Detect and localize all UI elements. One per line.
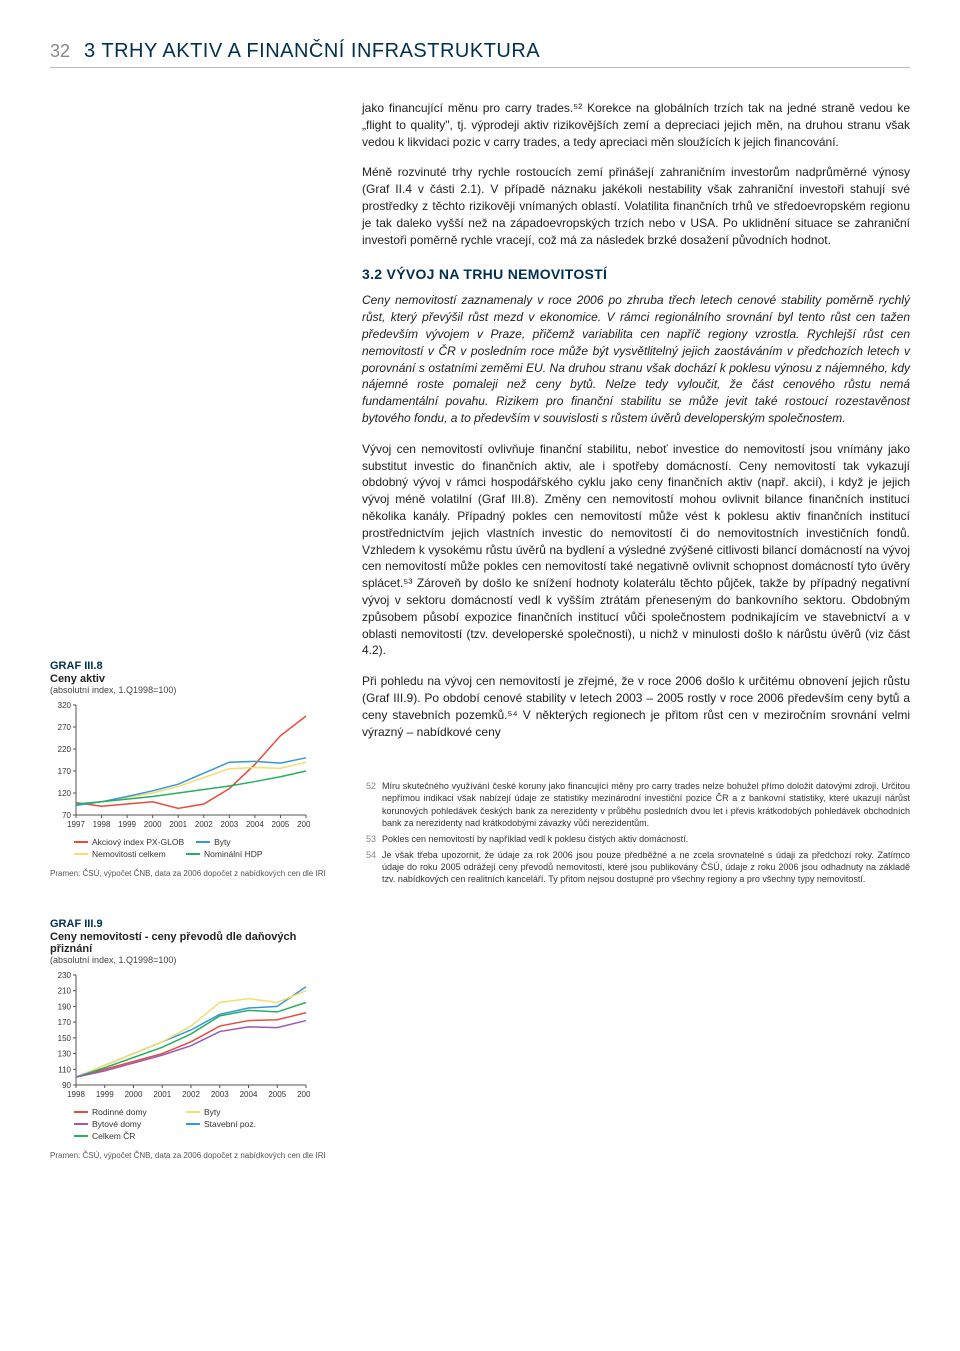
svg-text:2001: 2001 — [153, 1090, 171, 1099]
chart-8-subtitle: (absolutní index, 1.Q1998=100) — [50, 685, 330, 695]
svg-text:1997: 1997 — [67, 820, 85, 829]
footnote: 53 Pokles cen nemovitostí by například ve… — [362, 833, 910, 845]
main-columns: GRAF III.8 Ceny aktiv (absolutní index, … — [50, 100, 910, 1170]
svg-text:2003: 2003 — [220, 820, 238, 829]
svg-text:2000: 2000 — [125, 1090, 143, 1099]
legend-swatch — [186, 1111, 200, 1113]
legend-label: Stavební poz. — [204, 1119, 256, 1129]
svg-text:1998: 1998 — [67, 1090, 85, 1099]
paragraph-1: jako financující měnu pro carry trades.⁵… — [362, 100, 910, 150]
svg-text:170: 170 — [58, 1018, 72, 1027]
svg-text:1999: 1999 — [96, 1090, 114, 1099]
svg-text:2006: 2006 — [297, 820, 310, 829]
legend-swatch — [74, 853, 88, 855]
footnote-text: Pokles cen nemovitostí by například vedl… — [382, 833, 688, 845]
legend-item: Akciový index PX-GLOB — [74, 837, 184, 847]
legend-label: Nemovitosti celkem — [92, 849, 166, 859]
left-spacer — [50, 100, 330, 620]
legend-item: Celkem ČR — [74, 1131, 174, 1141]
svg-text:190: 190 — [58, 1002, 72, 1011]
legend-label: Akciový index PX-GLOB — [92, 837, 184, 847]
svg-text:2002: 2002 — [182, 1090, 200, 1099]
footnotes: 52Míru skutečného využívání české koruny… — [362, 780, 910, 885]
svg-text:1999: 1999 — [118, 820, 136, 829]
svg-text:70: 70 — [62, 811, 71, 820]
legend-item: Byty — [186, 1107, 286, 1117]
footnote: 52Míru skutečného využívání české koruny… — [362, 780, 910, 829]
chart-9-subtitle: (absolutní index, 1.Q1998=100) — [50, 955, 330, 965]
legend-swatch — [74, 841, 88, 843]
svg-text:2005: 2005 — [268, 1090, 286, 1099]
svg-text:2002: 2002 — [195, 820, 213, 829]
section-intro: Ceny nemovitostí zaznamenaly v roce 2006… — [362, 292, 910, 426]
chart-9-area: 90 110 130 150 170 190 210 230 1998 1999 2000 2001 2… — [50, 971, 310, 1101]
legend-label: Bytové domy — [92, 1119, 141, 1129]
legend-item: Nominální HDP — [186, 849, 286, 859]
svg-text:320: 320 — [58, 701, 72, 710]
legend-item: Bytové domy — [74, 1119, 174, 1129]
svg-text:2000: 2000 — [144, 820, 162, 829]
svg-text:2001: 2001 — [169, 820, 187, 829]
chart-8-legend: Akciový index PX-GLOB Byty Nemovitosti cel… — [50, 837, 330, 859]
svg-text:2004: 2004 — [246, 820, 264, 829]
legend-item: Byty — [196, 837, 296, 847]
chart-9-source: Pramen: ČSÚ, výpočet ČNB, data za 2006 d… — [50, 1151, 330, 1160]
svg-text:170: 170 — [58, 767, 72, 776]
svg-text:2003: 2003 — [211, 1090, 229, 1099]
legend-swatch — [196, 841, 210, 843]
svg-text:120: 120 — [58, 789, 72, 798]
legend-label: Celkem ČR — [92, 1131, 135, 1141]
footnote: 54Je však třeba upozornit, že údaje za r… — [362, 849, 910, 885]
legend-label: Byty — [214, 837, 231, 847]
footnote-text: Míru skutečného využívání české koruny j… — [382, 780, 910, 829]
legend-item: Rodinné domy — [74, 1107, 174, 1117]
chart-8-svg: 70 120 170 220 270 320 1997 1998 1999 2000 2001 200… — [50, 701, 310, 831]
chart-9-title: Ceny nemovitostí - ceny převodů dle daňo… — [50, 931, 330, 955]
footnote-number: 53 — [362, 833, 376, 845]
chart-9-legend: Rodinné domy Byty Bytové domy Stavební poz.… — [50, 1107, 330, 1141]
svg-text:90: 90 — [62, 1081, 71, 1090]
chart-8-title: Ceny aktiv — [50, 673, 330, 685]
chart-8-source: Pramen: ČSÚ, výpočet ČNB, data za 2006 d… — [50, 869, 330, 878]
chart-8-block: GRAF III.8 Ceny aktiv (absolutní index, … — [50, 660, 330, 878]
svg-text:230: 230 — [58, 971, 72, 980]
chart-8-area: 70 120 170 220 270 320 1997 1998 1999 2000 2001 200… — [50, 701, 310, 831]
page-header: 32 3 TRHY AKTIV A FINANČNÍ INFRASTRUKTUR… — [50, 40, 910, 68]
svg-text:1998: 1998 — [93, 820, 111, 829]
legend-label: Nominální HDP — [204, 849, 263, 859]
footnote-number: 54 — [362, 849, 376, 885]
svg-text:2004: 2004 — [240, 1090, 258, 1099]
footnote-text: Je však třeba upozornit, že údaje za rok… — [382, 849, 910, 885]
legend-item: Stavební poz. — [186, 1119, 286, 1129]
page-title: 3 TRHY AKTIV A FINANČNÍ INFRASTRUKTURA — [84, 40, 540, 63]
svg-text:130: 130 — [58, 1050, 72, 1059]
svg-text:150: 150 — [58, 1034, 72, 1043]
right-column: jako financující měnu pro carry trades.⁵… — [362, 100, 910, 1170]
legend-item: Nemovitosti celkem — [74, 849, 174, 859]
legend-swatch — [74, 1111, 88, 1113]
svg-text:2005: 2005 — [272, 820, 290, 829]
legend-swatch — [186, 1123, 200, 1125]
svg-text:270: 270 — [58, 723, 72, 732]
chart-8-label: GRAF III.8 — [50, 660, 330, 672]
legend-swatch — [186, 853, 200, 855]
paragraph-4: Při pohledu na vývoj cen nemovitostí je … — [362, 673, 910, 740]
page-number: 32 — [50, 41, 70, 62]
footnote-number: 52 — [362, 780, 376, 829]
svg-text:110: 110 — [58, 1065, 71, 1074]
legend-swatch — [74, 1135, 88, 1137]
chart-9-label: GRAF III.9 — [50, 918, 330, 930]
svg-text:2006: 2006 — [297, 1090, 310, 1099]
paragraph-3: Vývoj cen nemovitostí ovlivňuje finanční… — [362, 441, 910, 659]
section-heading-3-2: 3.2 VÝVOJ NA TRHU NEMOVITOSTÍ — [362, 266, 910, 282]
legend-label: Byty — [204, 1107, 221, 1117]
chart-9-block: GRAF III.9 Ceny nemovitostí - ceny převo… — [50, 918, 330, 1160]
legend-label: Rodinné domy — [92, 1107, 147, 1117]
paragraph-2: Méně rozvinuté trhy rychle rostoucích ze… — [362, 164, 910, 248]
legend-swatch — [74, 1123, 88, 1125]
chart-9-svg: 90 110 130 150 170 190 210 230 1998 1999 2000 2001 2… — [50, 971, 310, 1101]
left-column: GRAF III.8 Ceny aktiv (absolutní index, … — [50, 100, 330, 1170]
svg-text:210: 210 — [58, 987, 72, 996]
svg-text:220: 220 — [58, 745, 72, 754]
